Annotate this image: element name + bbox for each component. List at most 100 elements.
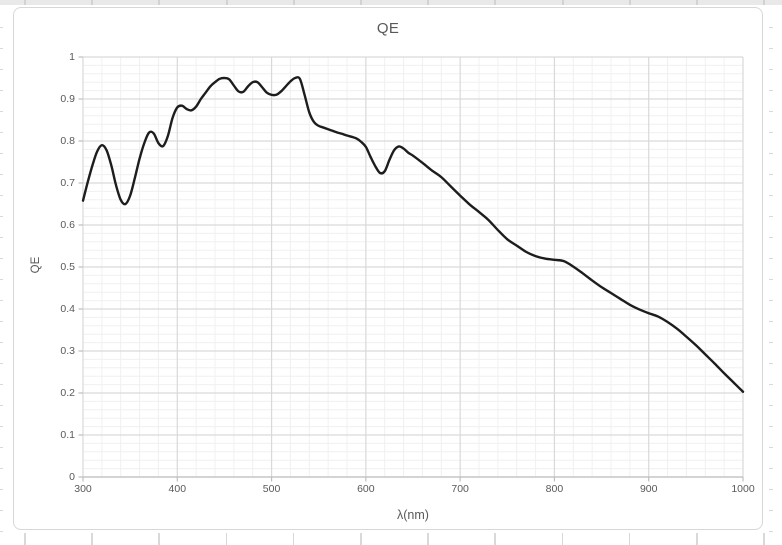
spreadsheet-column-separator [360, 533, 362, 545]
chart-frame[interactable] [13, 7, 763, 530]
spreadsheet-row-separator [0, 467, 3, 469]
spreadsheet-row-separator [769, 446, 773, 448]
spreadsheet-row-separator [769, 173, 773, 175]
spreadsheet-row-separator [0, 215, 3, 217]
y-tick-label: 0.4 [60, 302, 75, 315]
spreadsheet-row-separator [769, 488, 773, 490]
spreadsheet-row-separator [0, 446, 3, 448]
spreadsheet-column-separator [427, 0, 430, 5]
x-tick-label: 1000 [731, 483, 755, 495]
y-axis-title: QE [30, 256, 42, 274]
x-tick-label: 700 [451, 483, 469, 495]
spreadsheet-row-separator [769, 404, 773, 406]
spreadsheet-row-separator [0, 47, 3, 49]
spreadsheet-row-separator [0, 152, 3, 154]
spreadsheet-row-separator [769, 299, 773, 301]
spreadsheet-row-separator [0, 89, 3, 91]
spreadsheet-column-separator [628, 0, 631, 5]
y-tick-label: 0.8 [60, 134, 75, 147]
spreadsheet-row-separator [769, 425, 773, 427]
y-tick-label: 0.7 [60, 176, 75, 189]
spreadsheet-row-separator [0, 68, 3, 70]
y-tick-label: 0.6 [60, 218, 75, 231]
spreadsheet-row-separator [0, 404, 3, 406]
spreadsheet-row-separator [0, 26, 3, 28]
spreadsheet-column-separator [158, 0, 161, 5]
spreadsheet-column-separator [427, 533, 429, 545]
spreadsheet-row-separator [0, 278, 3, 280]
chart-title: QE [376, 20, 400, 37]
x-tick-label: 800 [545, 483, 564, 495]
x-axis-title: λ(nm) [397, 508, 429, 522]
y-tick-label: 0.5 [60, 260, 75, 273]
spreadsheet-column-separator [158, 533, 160, 545]
spreadsheet-column-separator [696, 0, 698, 5]
x-axis[interactable] [82, 476, 744, 482]
spreadsheet-column-separator [494, 0, 497, 5]
spreadsheet-row-separator [0, 173, 3, 175]
spreadsheet-row-separator [0, 236, 3, 238]
spreadsheet-column-separator [292, 533, 295, 545]
y-tick-label: 0.9 [60, 92, 75, 105]
spreadsheet-row-separator [769, 257, 773, 259]
spreadsheet-row-separator [0, 530, 3, 532]
x-tick-label: 600 [357, 483, 375, 495]
y-tick-label: 1 [69, 50, 75, 63]
spreadsheet-row-separator [769, 47, 773, 49]
spreadsheet-row-separator [0, 383, 3, 385]
spreadsheet-column-separator [24, 533, 26, 545]
spreadsheet-column-separator [696, 533, 698, 545]
spreadsheet-row-separator [769, 530, 773, 532]
spreadsheet-column-separator [561, 0, 564, 5]
spreadsheet-row-separator [0, 362, 3, 364]
spreadsheet-row-separator [0, 257, 3, 259]
spreadsheet-row-separator [769, 362, 773, 364]
x-tick-label: 300 [74, 483, 92, 495]
spreadsheet-row-separator [769, 320, 773, 322]
x-tick-label: 400 [168, 483, 187, 495]
spreadsheet-row-separator [769, 215, 773, 217]
spreadsheet-row-separator [0, 131, 3, 133]
spreadsheet-column-separator [763, 533, 765, 545]
spreadsheet-column-separator [360, 0, 362, 5]
spreadsheet-row-separator [769, 509, 773, 511]
spreadsheet-column-separator [763, 0, 766, 5]
x-tick-label: 900 [639, 483, 658, 495]
spreadsheet-column-separator [628, 533, 631, 545]
spreadsheet-row-separator [769, 278, 773, 280]
spreadsheet-column-separator [561, 533, 564, 545]
spreadsheet-row-separator [0, 110, 3, 112]
spreadsheet-row-separator [769, 131, 773, 133]
y-axis[interactable] [78, 56, 84, 478]
spreadsheet-column-separator [24, 0, 26, 5]
spreadsheet-row-separator [769, 236, 773, 238]
spreadsheet-column-separator [225, 533, 228, 545]
spreadsheet-row-separator [769, 152, 773, 154]
spreadsheet-row-separator [0, 509, 3, 511]
spreadsheet-row-separator [769, 194, 773, 196]
spreadsheet-row-separator [0, 341, 3, 343]
spreadsheet-row-separator [0, 320, 3, 322]
y-tick-label: 0.2 [60, 386, 75, 399]
spreadsheet-row-separator [769, 110, 773, 112]
spreadsheet-row-separator [0, 488, 3, 490]
spreadsheet-column-separator [292, 0, 295, 5]
x-tick-label: 500 [262, 483, 281, 495]
qe-series-line[interactable] [81, 76, 745, 393]
spreadsheet-column-separator [225, 0, 228, 5]
spreadsheet-top-row [0, 0, 782, 5]
spreadsheet-row-separator [0, 194, 3, 196]
spreadsheet-row-separator [0, 299, 3, 301]
spreadsheet-row-separator [0, 425, 3, 427]
spreadsheet-column-separator [91, 533, 93, 545]
y-tick-label: 0.1 [60, 428, 75, 441]
spreadsheet-row-separator [769, 467, 773, 469]
y-tick-label: 0 [69, 470, 75, 483]
major-gridlines [82, 56, 744, 478]
y-tick-label: 0.3 [60, 344, 75, 357]
spreadsheet-row-separator [769, 341, 773, 343]
spreadsheet-row-separator [769, 383, 773, 385]
spreadsheet-row-separator [769, 89, 773, 91]
